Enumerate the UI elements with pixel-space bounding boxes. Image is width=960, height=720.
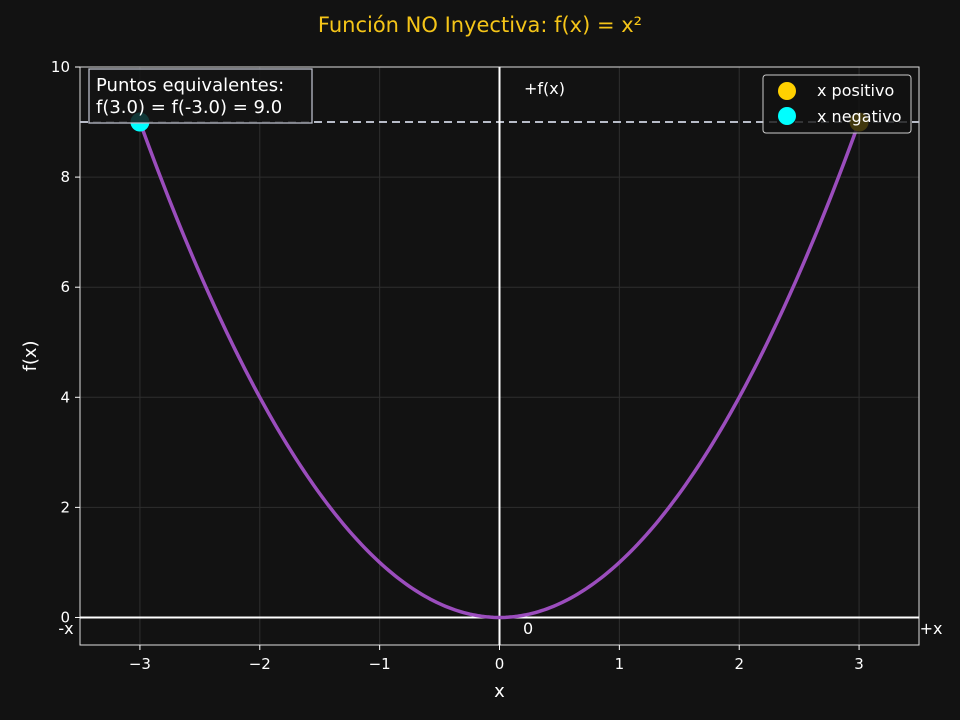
x-tick-label-6: 3 (854, 655, 864, 673)
y-axis-label: f(x) (20, 340, 41, 371)
y-tick-label-0: 0 (60, 608, 70, 626)
origin-label: 0 (523, 619, 533, 638)
curve-group (138, 121, 861, 620)
annotation-line-2: f(3.0) = f(-3.0) = 9.0 (96, 97, 282, 118)
y-tick-label-2: 4 (60, 388, 70, 406)
annotation-box: Puntos equivalentes: f(3.0) = f(-3.0) = … (88, 68, 313, 124)
neg-x-label: -x (58, 619, 73, 638)
legend-marker-negativo (778, 107, 796, 125)
x-tick-label-3: 0 (495, 655, 505, 673)
x-tick-label-5: 2 (734, 655, 744, 673)
legend-label-negativo: x negativo (817, 107, 901, 126)
pos-fx-label: +f(x) (524, 79, 565, 98)
y-tick-label-1: 2 (60, 498, 70, 516)
x-tick-label-0: −3 (129, 655, 151, 673)
legend-label-positivo: x positivo (817, 81, 894, 100)
x-tick-label-2: −1 (369, 655, 391, 673)
chart-title: Función NO Inyectiva: f(x) = x² (318, 13, 642, 37)
pos-x-label: +x (920, 619, 943, 638)
x-tick-label-1: −2 (249, 655, 271, 673)
annotation-line-1: Puntos equivalentes: (96, 75, 284, 96)
series-line-0 (138, 121, 861, 620)
y-tick-label-4: 8 (60, 168, 70, 186)
legend-marker-positivo (778, 82, 796, 100)
y-tick-label-3: 6 (60, 278, 70, 296)
y-tick-label-5: 10 (51, 58, 70, 76)
x-tick-label-4: 1 (615, 655, 625, 673)
legend-box (762, 74, 912, 134)
legend: x positivo x negativo (762, 74, 912, 134)
x-axis-label: x (494, 681, 505, 702)
ticks: −3 −2 −1 0 1 2 3 0 2 4 6 8 10 (51, 58, 864, 673)
